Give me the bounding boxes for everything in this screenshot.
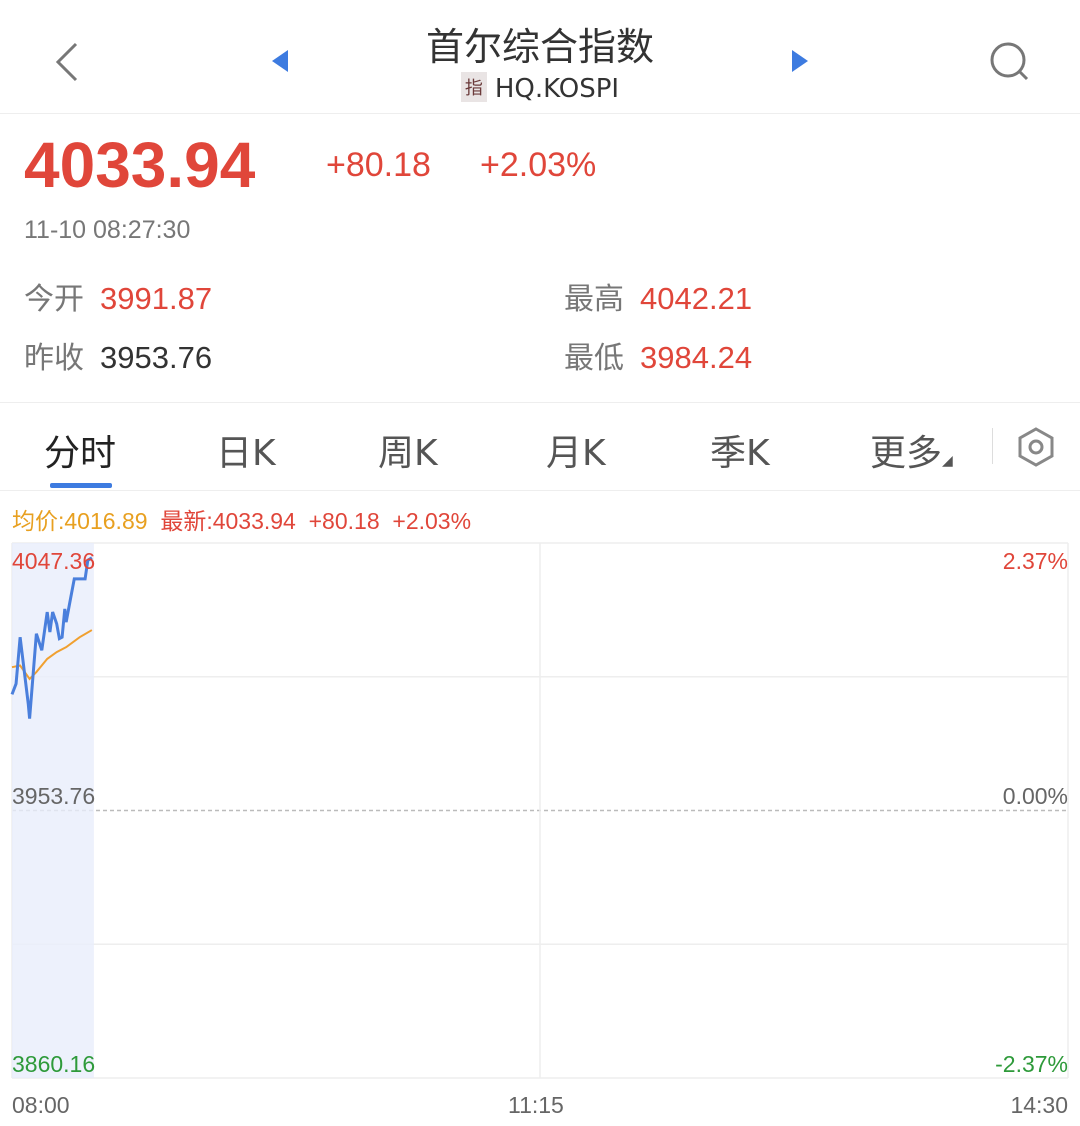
header: 首尔综合指数 指 HQ.KOSPI [0, 0, 1080, 114]
chart-info: 均价:4016.89 最新:4033.94 +80.18 +2.03% [12, 502, 471, 536]
x-label-end: 14:30 [1010, 1092, 1068, 1118]
page-title: 首尔综合指数 [425, 25, 654, 69]
dropdown-corner-icon: ◢ [942, 453, 953, 469]
prev-close-stat: 昨收 3953.76 [24, 333, 212, 377]
chevron-left-icon[interactable] [52, 40, 82, 84]
open-stat: 今开 3991.87 [24, 274, 212, 318]
x-label-mid: 11:15 [508, 1092, 564, 1118]
x-label-start: 08:00 [12, 1092, 70, 1118]
prev-close-value: 3953.76 [100, 340, 213, 375]
y-label-top: 4047.36 [12, 548, 96, 574]
current-price: 4033.94 [24, 129, 256, 201]
settings-hexagon-icon[interactable] [1016, 426, 1056, 468]
divider [992, 428, 993, 464]
triangle-left-icon[interactable] [270, 48, 290, 74]
index-tag: 指 [460, 72, 487, 102]
tab-quarterly-k[interactable]: 季K [710, 433, 770, 474]
open-value: 3991.87 [100, 281, 213, 316]
tab-more-label: 更多 [870, 433, 943, 474]
tab-daily-k[interactable]: 日K [216, 433, 276, 474]
latest-change-pct: +2.03% [392, 508, 472, 534]
pct-label-mid: 0.00% [1002, 783, 1068, 809]
price-area-fill [12, 543, 94, 1078]
low-label: 最低 [564, 341, 624, 376]
y-label-bottom: 3860.16 [12, 1051, 96, 1077]
triangle-right-icon[interactable] [790, 48, 810, 74]
low-stat: 最低 3984.24 [564, 333, 752, 377]
chart-grid [11, 542, 1069, 1079]
divider [0, 402, 1080, 403]
symbol-code: HQ.KOSPI [494, 74, 620, 104]
low-value: 3984.24 [640, 340, 753, 375]
tab-intraday[interactable]: 分时 [44, 433, 117, 474]
quote-time: 11-10 08:27:30 [24, 216, 191, 244]
pct-label-bottom: -2.37% [995, 1051, 1068, 1077]
open-label: 今开 [24, 282, 84, 317]
avg-price: 均价:4016.89 [12, 508, 148, 534]
high-label: 最高 [564, 282, 624, 317]
latest-change: +80.18 [308, 508, 380, 534]
price-change: +80.18 [326, 146, 431, 184]
tab-more[interactable]: 更多◢ [870, 424, 953, 476]
search-icon[interactable] [988, 40, 1032, 84]
pct-label-top: 2.37% [1002, 548, 1068, 574]
tab-monthly-k[interactable]: 月K [546, 433, 606, 474]
price-change-pct: +2.03% [480, 146, 597, 184]
high-stat: 最高 4042.21 [564, 274, 752, 318]
y-label-mid: 3953.76 [12, 783, 96, 809]
prev-close-label: 昨收 [24, 341, 84, 376]
latest-price: 最新:4033.94 [160, 508, 296, 534]
divider [0, 490, 1080, 491]
high-value: 4042.21 [640, 281, 753, 316]
tab-weekly-k[interactable]: 周K [378, 433, 438, 474]
price-line [10, 556, 93, 719]
subtitle: 指 HQ.KOSPI [0, 72, 1080, 104]
active-tab-indicator [50, 483, 112, 488]
